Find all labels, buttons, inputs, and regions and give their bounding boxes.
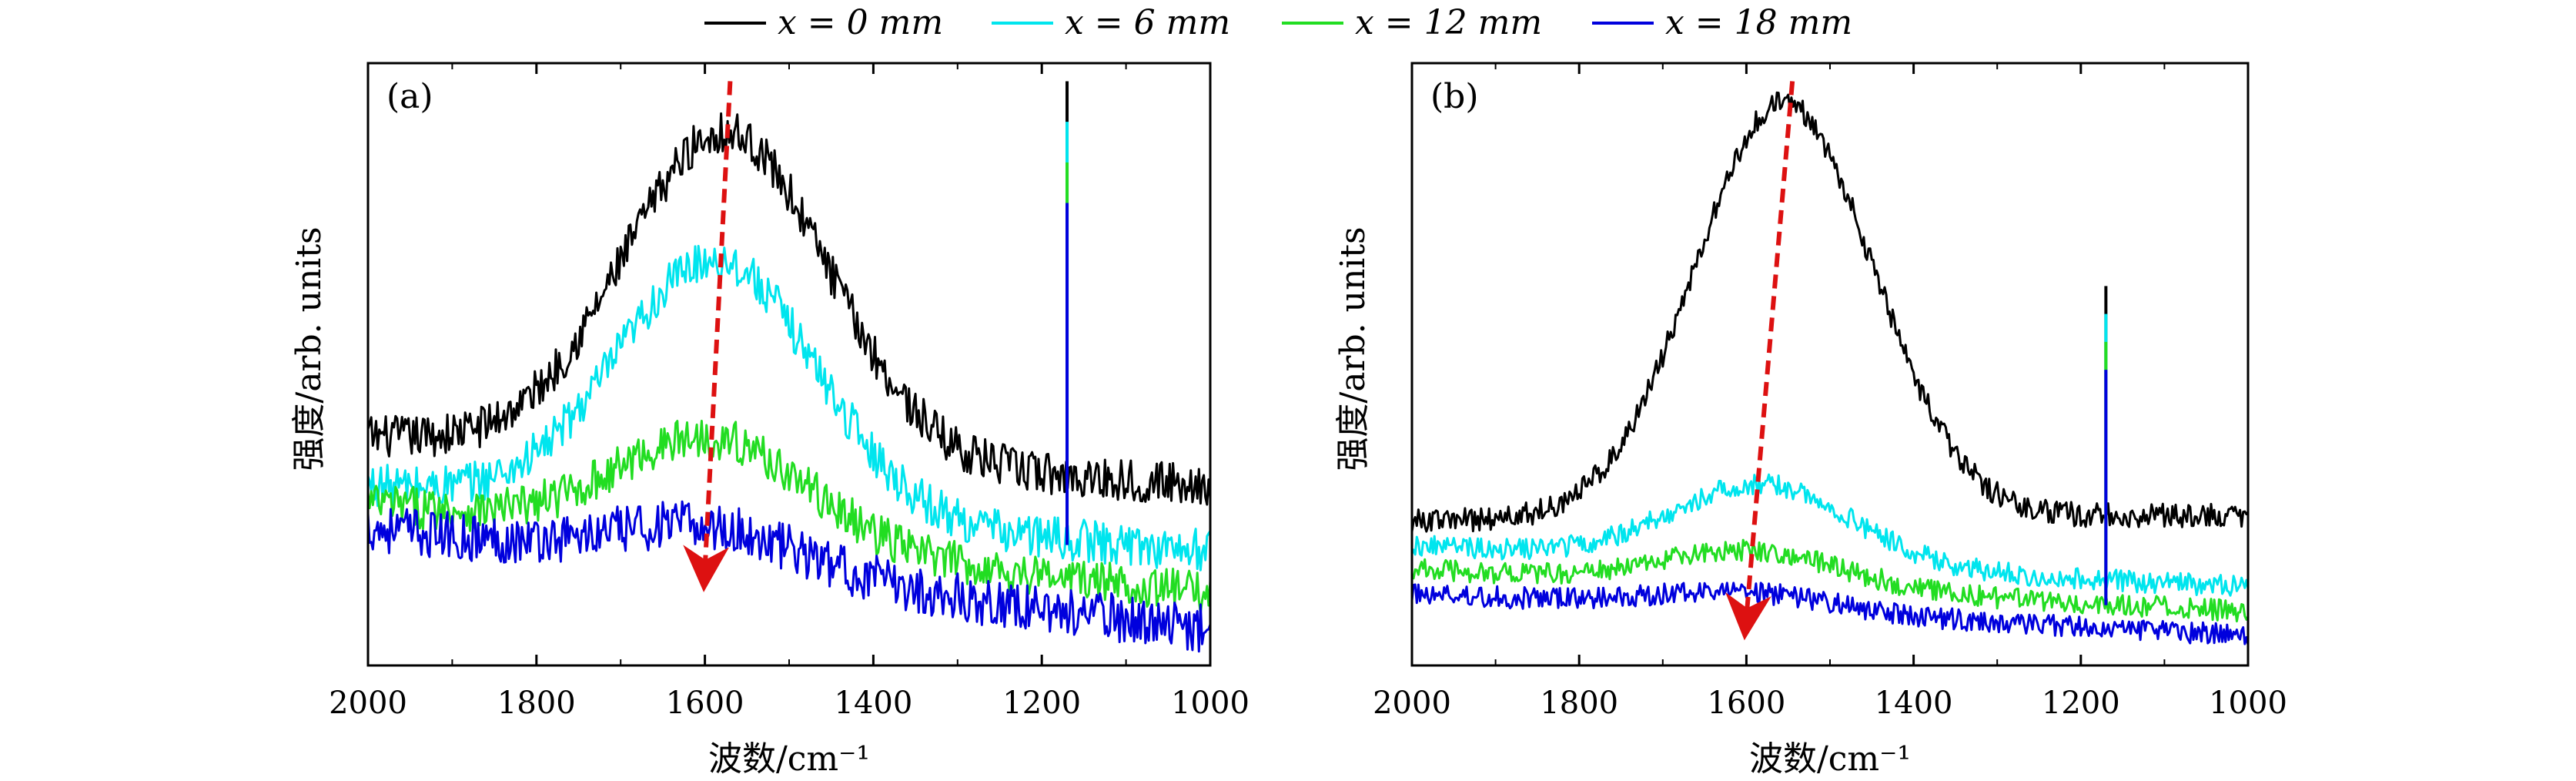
panel-a-plot-area bbox=[366, 81, 1212, 653]
x-tick-label: 1000 bbox=[2209, 685, 2287, 721]
series-line-0mm bbox=[366, 112, 1212, 506]
panel-b-x-ticks: 2000 1800 1600 1400 1200 1000 bbox=[1373, 63, 2287, 721]
x-tick-label: 1000 bbox=[1171, 685, 1250, 721]
x-tick-label: 1800 bbox=[497, 685, 576, 721]
trend-arrow bbox=[683, 81, 733, 592]
series-line-6mm bbox=[366, 244, 1212, 572]
panel-a-y-axis-title: 强度/arb. units bbox=[289, 226, 329, 471]
legend-label: x = 0 mm bbox=[778, 3, 943, 42]
series-line-12mm bbox=[366, 420, 1212, 615]
trend-arrow bbox=[1725, 81, 1795, 641]
panel-b-plot-area bbox=[1410, 81, 2250, 645]
x-tick-label: 1600 bbox=[1708, 685, 1786, 721]
legend: x = 0 mm x = 6 mm x = 12 mm x = 18 mm bbox=[704, 3, 1852, 42]
panel-b-label: (b) bbox=[1430, 77, 1479, 116]
x-tick-label: 1200 bbox=[2042, 685, 2120, 721]
series-line-18mm bbox=[366, 500, 1212, 653]
series-line-12mm bbox=[1411, 538, 2250, 623]
legend-label: x = 6 mm bbox=[1065, 3, 1230, 42]
panel-b-y-axis-title: 强度/arb. units bbox=[1333, 226, 1373, 471]
series-line-0mm bbox=[1410, 91, 2250, 533]
x-tick-label: 2000 bbox=[329, 685, 407, 721]
legend-label: x = 18 mm bbox=[1665, 3, 1852, 42]
panel-a-x-ticks: 2000 1800 1600 1400 1200 1000 bbox=[329, 63, 1250, 721]
x-tick-label: 1400 bbox=[1875, 685, 1953, 721]
x-tick-label: 1800 bbox=[1540, 685, 1618, 721]
legend-label: x = 12 mm bbox=[1355, 3, 1542, 42]
panel-a-label: (a) bbox=[386, 77, 433, 116]
panel-b-x-axis-title: 波数/cm⁻¹ bbox=[1749, 739, 1911, 779]
panel-a: (a) 波数/cm⁻¹ 强度/arb. units 2000 1800 1600 14… bbox=[289, 62, 1250, 779]
series-line-18mm bbox=[1410, 582, 2250, 645]
series-line-6mm bbox=[1410, 473, 2250, 597]
x-tick-label: 1600 bbox=[666, 685, 744, 721]
x-tick-label: 2000 bbox=[1373, 685, 1451, 721]
panel-b: (b) 波数/cm⁻¹ 强度/arb. units 2000 1800 1600 14… bbox=[1333, 62, 2287, 779]
x-tick-label: 1200 bbox=[1002, 685, 1081, 721]
panel-a-x-axis-title: 波数/cm⁻¹ bbox=[708, 739, 870, 779]
x-tick-label: 1400 bbox=[835, 685, 913, 721]
